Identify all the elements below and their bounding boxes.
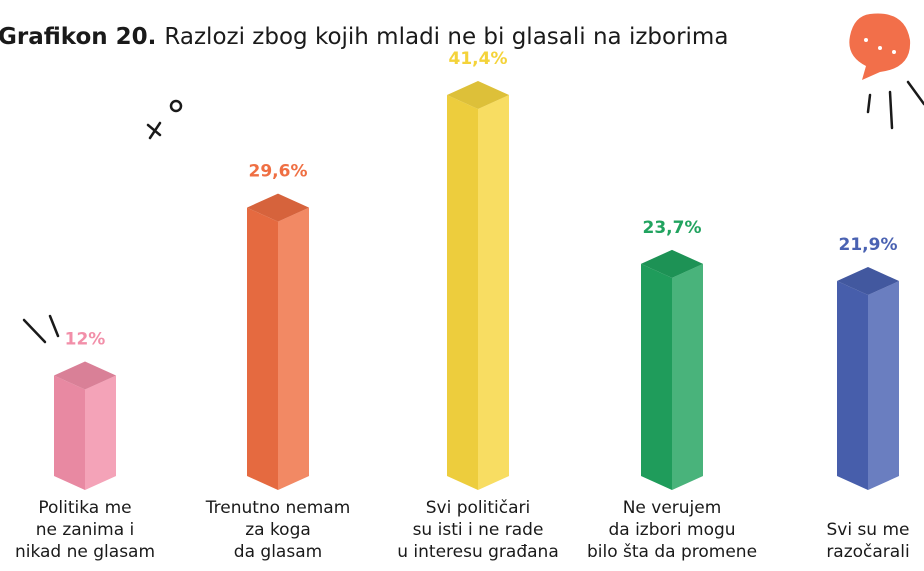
- chart-title: Grafikon 20. Razlozi zbog kojih mladi ne …: [0, 24, 728, 50]
- speech-bubble-icon: [849, 14, 910, 80]
- bar-right-shade: [868, 281, 899, 490]
- bar: [447, 81, 509, 490]
- value-label: 29,6%: [249, 162, 308, 182]
- bar-right-shade: [478, 95, 509, 490]
- category-label: Ne verujem: [623, 498, 722, 518]
- category-label: Trenutno nemam: [205, 498, 351, 518]
- category-label: bilo šta da promene: [587, 542, 757, 562]
- bar-right-shade: [672, 264, 703, 490]
- category-label: da izbori mogu: [608, 520, 735, 540]
- bar: [641, 250, 703, 490]
- value-label: 23,7%: [643, 218, 702, 238]
- bar-left-shade: [247, 208, 278, 490]
- bar-right-shade: [278, 208, 309, 490]
- category-label: su isti i ne rade: [413, 520, 544, 540]
- category-label: razočarali: [826, 542, 909, 562]
- bar: [837, 267, 899, 490]
- bar-left-shade: [447, 95, 478, 490]
- title-text: Razlozi zbog kojih mladi ne bi glasali n…: [164, 24, 728, 50]
- bar-left-shade: [54, 376, 85, 490]
- bar-left-shade: [837, 281, 868, 490]
- bar-left-shade: [641, 264, 672, 490]
- chart: Grafikon 20. Razlozi zbog kojih mladi ne …: [0, 0, 924, 571]
- category-label: Svi su me: [826, 520, 909, 540]
- category-label: Politika me: [38, 498, 131, 518]
- bar-right-shade: [85, 376, 116, 490]
- category-label: Svi političari: [426, 498, 530, 518]
- title-label: Grafikon 20.: [0, 24, 156, 50]
- category-label: u interesu građana: [397, 542, 559, 562]
- category-label: ne zanima i: [36, 520, 135, 540]
- bar: [54, 362, 116, 490]
- category-label: za koga: [245, 520, 311, 540]
- value-label: 41,4%: [449, 49, 508, 69]
- value-label: 21,9%: [839, 235, 898, 255]
- category-label: da glasam: [234, 542, 322, 562]
- value-label: 12%: [65, 330, 106, 350]
- bar: [247, 194, 309, 490]
- category-label: nikad ne glasam: [15, 542, 155, 562]
